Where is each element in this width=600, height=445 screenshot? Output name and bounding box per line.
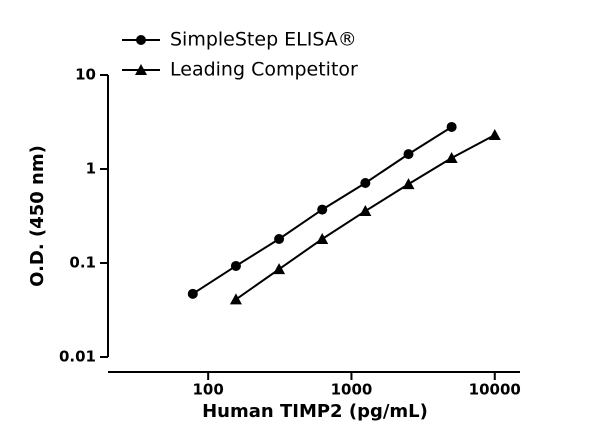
marker <box>316 233 329 245</box>
legend-label: SimpleStep ELISA® <box>170 29 357 51</box>
legend-label: Leading Competitor <box>170 59 358 81</box>
marker <box>402 178 415 190</box>
marker <box>446 121 457 132</box>
x-tick-label: 1000 <box>331 381 373 399</box>
marker <box>445 151 458 163</box>
y-tick-label: 1 <box>86 160 96 178</box>
marker <box>135 64 147 75</box>
marker <box>229 293 242 305</box>
series-line <box>235 134 496 301</box>
marker <box>403 149 414 160</box>
x-tick-label: 10000 <box>469 381 521 399</box>
y-tick-label: 0.01 <box>59 348 96 366</box>
marker <box>230 260 241 271</box>
marker <box>273 263 286 275</box>
y-axis-title: O.D. (450 nm) <box>27 145 48 287</box>
y-tick-label: 10 <box>75 66 96 84</box>
marker <box>360 177 371 188</box>
marker <box>488 128 501 140</box>
x-axis-title: Human TIMP2 (pg/mL) <box>202 401 428 422</box>
marker <box>187 288 198 299</box>
marker <box>359 205 372 217</box>
x-tick-label: 100 <box>193 381 224 399</box>
y-tick-label: 0.1 <box>69 254 96 272</box>
marker <box>136 35 146 45</box>
marker <box>317 204 328 215</box>
marker <box>274 234 285 245</box>
